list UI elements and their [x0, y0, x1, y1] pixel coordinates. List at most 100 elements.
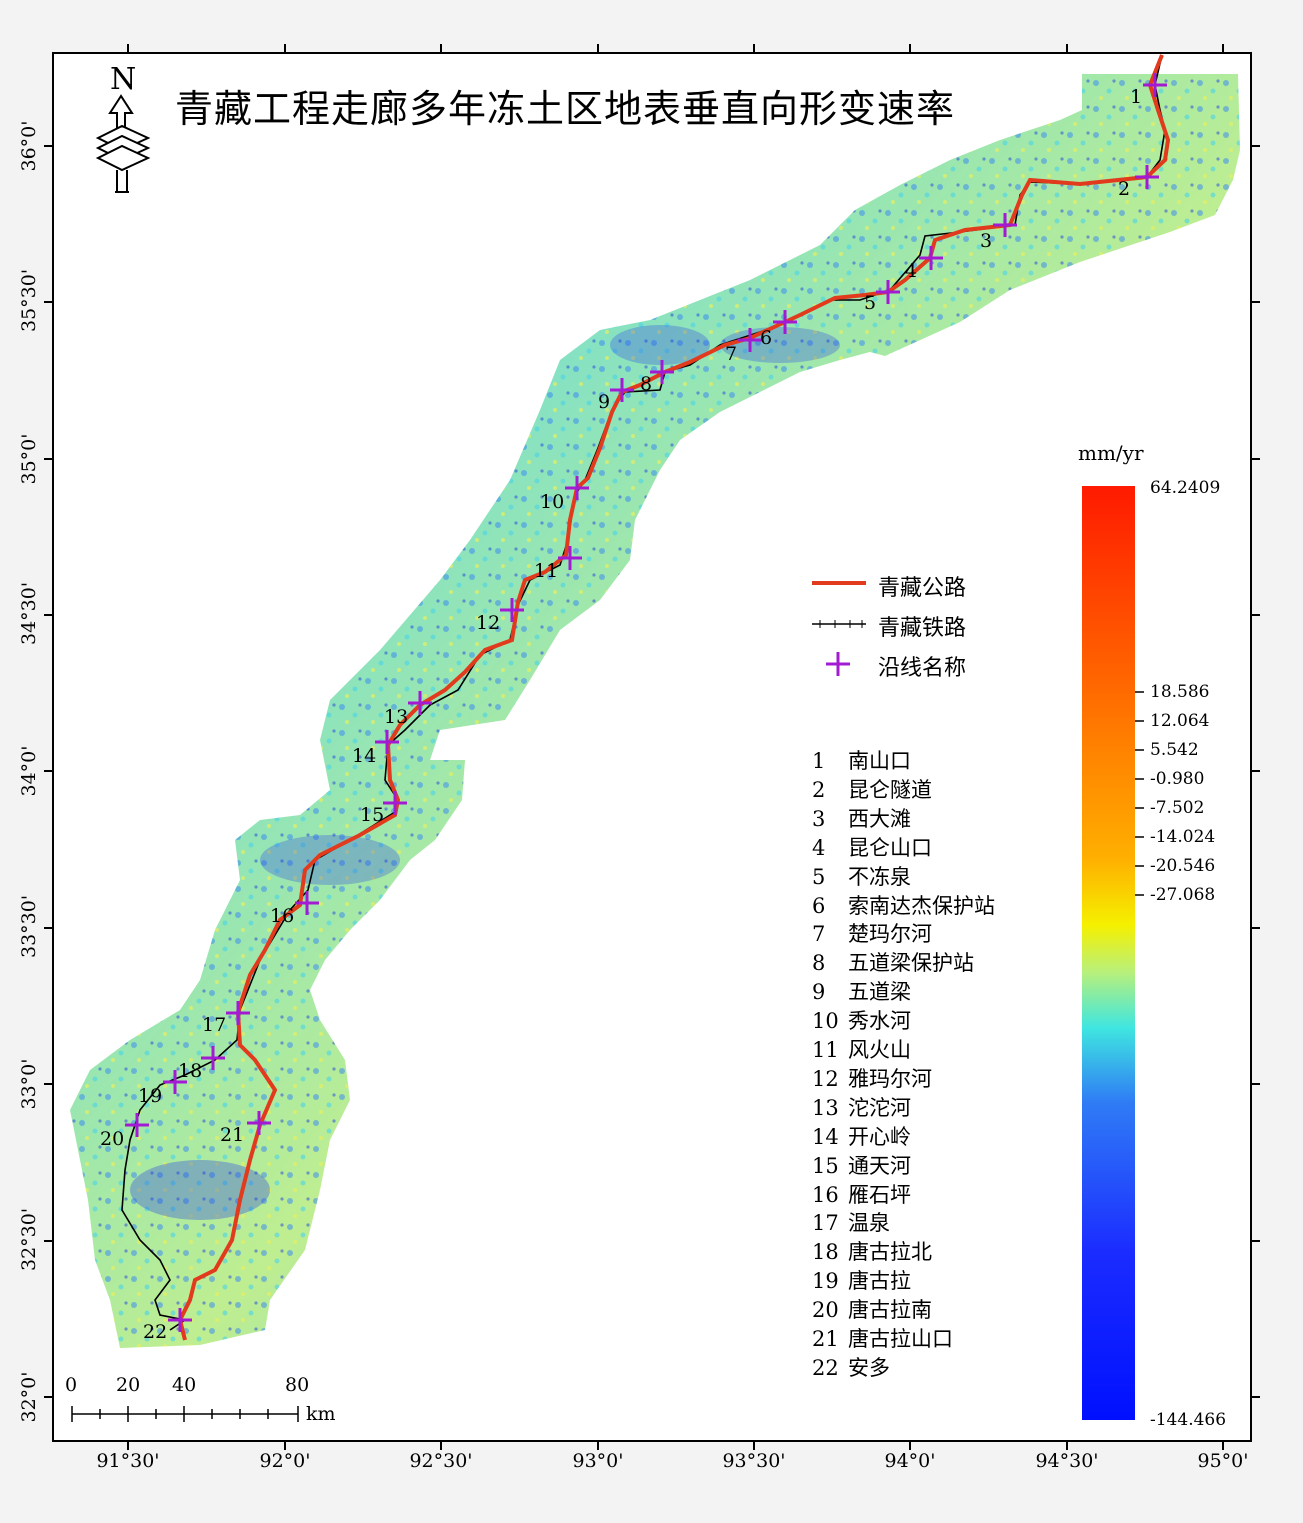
latitude-label: 32°30' [18, 1207, 40, 1271]
station-list-item: 4 昆仑山口 [812, 832, 932, 862]
longitude-label: 92°0' [259, 1450, 311, 1472]
colorbar-tick: -27.068 [1150, 885, 1216, 905]
station-list-item: 3 西大滩 [812, 803, 911, 833]
colorbar-unit: mm/yr [1078, 441, 1144, 465]
station-number: 18 [812, 1240, 839, 1265]
longitude-label: 93°0' [572, 1450, 624, 1472]
scale-unit: km [306, 1403, 336, 1425]
station-marker-icon [1135, 165, 1159, 189]
station-list-item: 15 通天河 [812, 1150, 911, 1180]
station-name: 昆仑隧道 [848, 777, 932, 802]
station-number: 21 [812, 1327, 839, 1351]
station-name: 温泉 [848, 1211, 890, 1236]
station-name: 通天河 [848, 1153, 911, 1178]
station-marker-icon [408, 691, 432, 715]
station-map-label: 17 [202, 1014, 227, 1036]
station-map-label: 14 [352, 745, 377, 767]
station-list-item: 8 五道梁保护站 [812, 947, 974, 977]
station-list-item: 11 风火山 [812, 1034, 911, 1064]
scale-label: 40 [172, 1374, 197, 1396]
station-map-label: 16 [270, 905, 295, 927]
station-marker-icon [383, 791, 407, 815]
latitude-label: 36°0' [18, 120, 40, 172]
station-number: 15 [812, 1153, 839, 1178]
station-number: 17 [812, 1211, 839, 1236]
north-label: N [110, 62, 137, 97]
station-number: 7 [812, 922, 826, 947]
latitude-label: 33°30' [18, 894, 40, 958]
station-name: 南山口 [848, 749, 911, 773]
station-name: 昆仑山口 [848, 835, 932, 860]
longitude-label: 92°30' [409, 1450, 473, 1472]
station-map-label: 5 [864, 292, 877, 314]
station-number: 2 [812, 777, 826, 802]
axis-ticks [44, 44, 1260, 1450]
station-number: 10 [812, 1009, 839, 1034]
station-list-item: 12 雅玛尔河 [812, 1063, 932, 1093]
station-number: 11 [812, 1038, 839, 1062]
colorbar-min: -144.466 [1150, 1410, 1227, 1430]
station-list-item: 7 楚玛尔河 [812, 918, 932, 948]
station-map-label: 6 [760, 327, 773, 349]
station-number: 12 [812, 1066, 839, 1091]
station-list-item: 18 唐古拉北 [812, 1236, 932, 1266]
latitude-label: 34°0' [18, 745, 40, 797]
north-arrow-icon [95, 94, 151, 193]
station-name: 风火山 [848, 1038, 911, 1062]
station-marker-icon [500, 598, 524, 622]
station-name: 索南达杰保护站 [848, 893, 995, 918]
station-map-label: 8 [640, 373, 653, 395]
station-name: 五道梁保护站 [848, 951, 974, 976]
station-marker-icon [226, 1001, 250, 1025]
latitude-label: 35°0' [18, 433, 40, 485]
station-marker-icon [773, 310, 797, 334]
legend-highway-label: 青藏公路 [878, 576, 967, 601]
station-list-item: 19 唐古拉 [812, 1265, 911, 1295]
station-marker-icon [558, 546, 582, 570]
highway-line [177, 54, 1171, 1341]
colorbar-tick: -0.980 [1150, 769, 1205, 789]
station-name: 雁石坪 [848, 1182, 911, 1207]
station-number: 16 [812, 1182, 839, 1207]
station-list-item: 13 沱沱河 [812, 1092, 911, 1122]
station-marker-icon [201, 1046, 225, 1070]
station-map-label: 3 [980, 230, 993, 252]
station-name: 唐古拉南 [848, 1298, 932, 1323]
longitude-label: 94°30' [1035, 1450, 1099, 1472]
station-number: 13 [812, 1095, 839, 1120]
station-map-label: 11 [534, 560, 559, 582]
station-marker-icon [650, 360, 674, 384]
station-marker-icon [919, 246, 943, 270]
colorbar-tick: -14.024 [1150, 827, 1216, 847]
station-name: 安多 [848, 1355, 890, 1380]
colorbar-ticks [1135, 691, 1144, 896]
station-map-label: 2 [1118, 178, 1131, 200]
deformation-swath [70, 74, 1240, 1348]
station-number: 5 [812, 864, 826, 889]
colorbar-tick: 5.542 [1150, 740, 1199, 760]
colorbar-tick: 18.586 [1150, 682, 1210, 702]
station-list-item: 14 开心岭 [812, 1121, 911, 1151]
station-number: 1 [812, 749, 826, 773]
station-list-item: 17 温泉 [812, 1207, 890, 1237]
station-list-item: 16 雁石坪 [812, 1179, 911, 1209]
station-list-item: 9 五道梁 [812, 976, 911, 1006]
station-marker-icon [295, 891, 319, 915]
station-list-item: 10 秀水河 [812, 1005, 911, 1035]
colorbar-tick: 12.064 [1150, 711, 1210, 731]
station-name: 唐古拉北 [848, 1240, 932, 1265]
legend-stations-label: 沿线名称 [878, 656, 967, 681]
station-marker-icon [125, 1113, 149, 1137]
station-map-label: 18 [178, 1060, 203, 1082]
station-marker-icon [1143, 73, 1167, 97]
longitude-label: 95°0' [1197, 1450, 1249, 1472]
station-name: 五道梁 [848, 980, 911, 1005]
station-name: 秀水河 [848, 1009, 911, 1034]
station-map-label: 19 [138, 1085, 163, 1107]
colorbar [1082, 486, 1135, 1420]
colorbar-max: 64.2409 [1150, 478, 1221, 498]
legend-railway-swatch [812, 620, 866, 628]
latitude-label: 34°30' [18, 581, 40, 645]
station-map-label: 7 [725, 343, 738, 365]
station-marker-icon [610, 378, 634, 402]
